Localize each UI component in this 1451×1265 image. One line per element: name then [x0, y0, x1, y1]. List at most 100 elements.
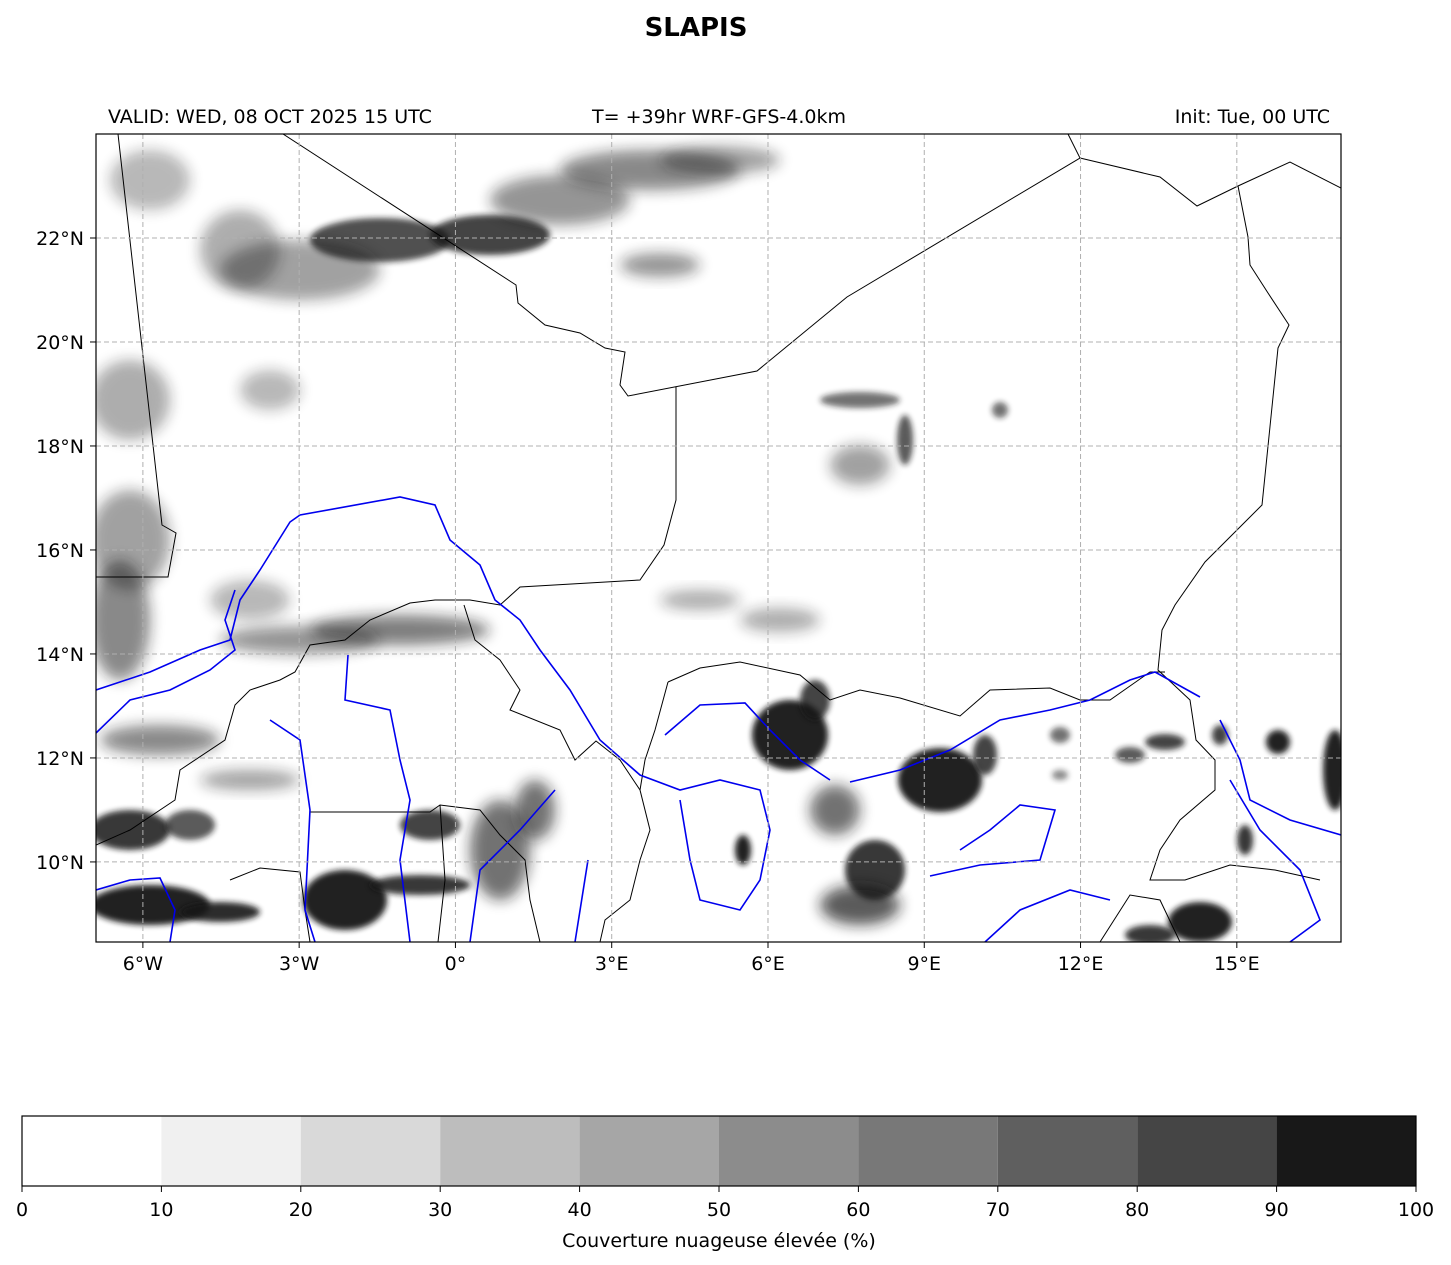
cloud [210, 580, 290, 620]
cloud [200, 770, 300, 790]
cloud [96, 810, 170, 850]
borders [96, 134, 1341, 942]
cloud [1115, 747, 1145, 763]
x-tick-label: 3°E [595, 953, 629, 975]
cloud [1145, 734, 1185, 750]
colorbar-label: Couverture nuageuse élevée (%) [562, 1230, 876, 1252]
colorbar-bin [22, 1116, 162, 1186]
x-tick-label: 12°E [1058, 953, 1104, 975]
map-frame [95, 133, 1342, 943]
cloud [240, 370, 300, 410]
cloud [810, 785, 860, 835]
cloud [897, 415, 913, 465]
colorbar-bin [161, 1116, 301, 1186]
river [1219, 719, 1341, 836]
cloud [96, 885, 210, 925]
cloud [1323, 730, 1341, 810]
border [96, 387, 677, 846]
y-tick-label: 16°N [36, 540, 84, 562]
cloud [1052, 770, 1068, 780]
cloud [740, 608, 820, 632]
cloud [303, 870, 387, 930]
y-tick-label: 18°N [36, 436, 84, 458]
river [664, 702, 831, 781]
river [849, 671, 1201, 783]
cloud [800, 680, 830, 720]
colorbar-bin [858, 1116, 998, 1186]
colorbar: 0 10 20 30 40 50 60 70 80 90 100 [16, 1115, 1434, 1221]
cloud [1266, 730, 1290, 754]
colorbar-tick-label: 20 [289, 1199, 313, 1221]
border [229, 867, 311, 942]
river [574, 859, 589, 942]
border [463, 604, 651, 942]
cloud [830, 445, 890, 485]
cloud [820, 392, 900, 408]
colorbar-tick-label: 100 [1398, 1199, 1434, 1221]
cloud-field [96, 146, 1341, 942]
colorbar-bin [300, 1116, 441, 1186]
cloud [898, 748, 982, 812]
cloud [660, 590, 740, 610]
colorbar-bin [1276, 1116, 1416, 1186]
colorbar-bin [440, 1116, 580, 1186]
river [96, 877, 176, 942]
cloud [992, 402, 1008, 418]
cloud [515, 780, 555, 840]
river [469, 789, 556, 942]
colorbar-tick-label: 50 [707, 1199, 731, 1221]
colorbar-bin [1137, 1116, 1277, 1186]
y-tick-label: 22°N [36, 228, 84, 250]
cloud [1125, 925, 1175, 942]
border [639, 681, 669, 791]
y-tick-label: 14°N [36, 644, 84, 666]
cloud [200, 210, 280, 290]
x-tick-label: 9°E [907, 953, 941, 975]
x-tick-label: 15°E [1214, 953, 1260, 975]
cloud [1050, 727, 1070, 743]
valid-time: VALID: WED, 08 OCT 2025 15 UTC [108, 106, 432, 128]
cloud [110, 150, 190, 210]
border [437, 804, 446, 942]
cloud [220, 626, 380, 654]
grid: 6°W 3°W 0° 3°E 6°E 9°E 12°E 15°E 10°N 12°N 14°N 16°… [36, 134, 1341, 975]
cloud [735, 835, 751, 865]
colorbar-bin [719, 1116, 859, 1186]
x-tick-label: 6°E [751, 953, 785, 975]
colorbar-tick-label: 80 [1125, 1199, 1149, 1221]
title: SLAPIS [645, 13, 748, 43]
y-tick-label: 20°N [36, 332, 84, 354]
colorbar-tick-label: 40 [568, 1199, 592, 1221]
cloud [1237, 825, 1253, 855]
colorbar-tick-label: 10 [149, 1199, 173, 1221]
border [1149, 185, 1321, 881]
cloud [100, 725, 220, 755]
cloud [973, 735, 997, 775]
cloud [1212, 725, 1228, 745]
cloud [1168, 902, 1232, 942]
cloud [180, 902, 260, 922]
river [344, 654, 411, 942]
river [1229, 779, 1321, 942]
model-run: T= +39hr WRF-GFS-4.0km [591, 106, 846, 128]
colorbar-tick-label: 90 [1265, 1199, 1289, 1221]
border [96, 134, 177, 578]
cloud [96, 560, 150, 680]
colorbar-tick-label: 60 [846, 1199, 870, 1221]
river [96, 496, 771, 911]
y-tick-label: 10°N [36, 852, 84, 874]
border [1079, 157, 1341, 207]
border [282, 134, 1081, 397]
y-tick-label: 12°N [36, 748, 84, 770]
river [269, 719, 316, 942]
cloud [820, 885, 900, 925]
border [310, 804, 541, 942]
border [667, 661, 1165, 717]
cloud [660, 146, 780, 174]
cloud [165, 810, 215, 840]
x-tick-label: 0° [445, 953, 467, 975]
init-time: Init: Tue, 00 UTC [1175, 106, 1330, 128]
x-tick-label: 3°W [279, 953, 320, 975]
cloud [430, 215, 550, 255]
